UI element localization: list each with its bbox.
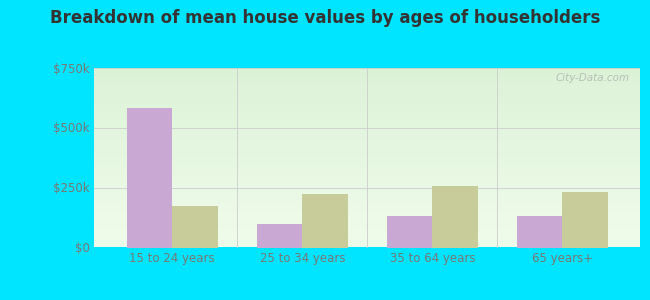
Bar bbox=[127, 108, 172, 248]
Bar bbox=[517, 216, 562, 247]
Bar bbox=[257, 224, 302, 248]
Text: City-Data.com: City-Data.com bbox=[555, 73, 629, 83]
Bar bbox=[172, 206, 218, 248]
Text: Breakdown of mean house values by ages of householders: Breakdown of mean house values by ages o… bbox=[50, 9, 600, 27]
Bar bbox=[302, 194, 348, 247]
Bar bbox=[432, 186, 478, 247]
Bar bbox=[562, 192, 608, 248]
Bar bbox=[387, 216, 432, 247]
